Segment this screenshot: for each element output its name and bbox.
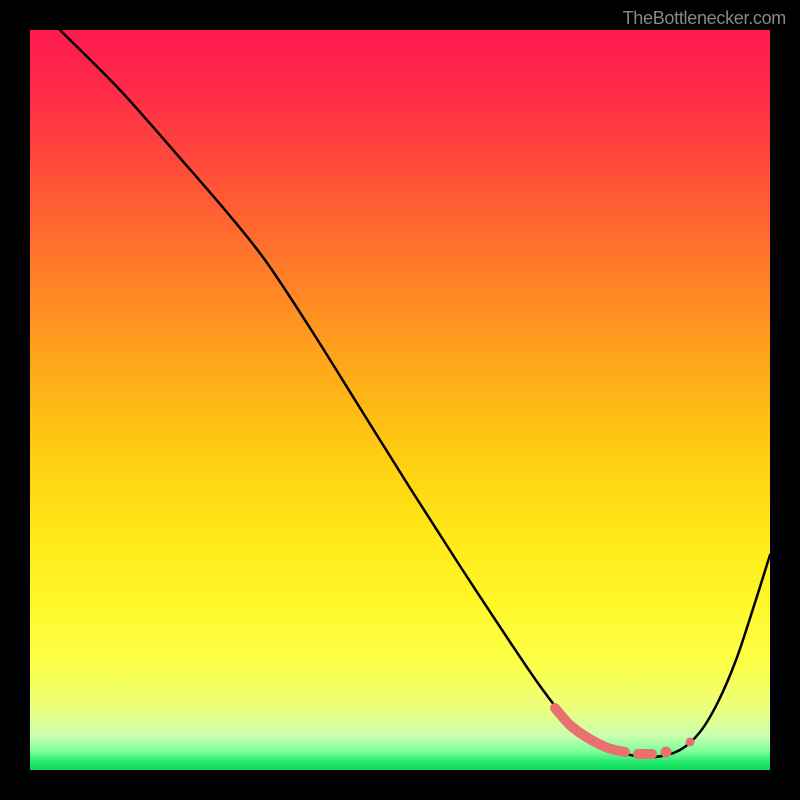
bottleneck-chart: [30, 30, 770, 770]
highlight-dot-3: [686, 738, 695, 747]
highlight-dot-2: [661, 747, 672, 758]
watermark-text: TheBottlenecker.com: [623, 8, 786, 29]
chart-svg: [30, 30, 770, 770]
chart-background: [30, 30, 770, 770]
